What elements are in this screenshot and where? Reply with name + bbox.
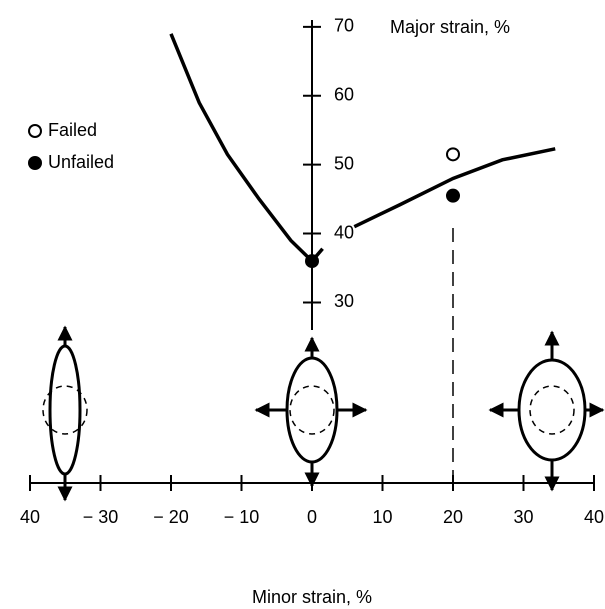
legend-label: Failed <box>48 120 97 140</box>
x-tick-label: 40 <box>584 507 604 527</box>
x-tick-label: 30 <box>513 507 533 527</box>
x-tick-label: 20 <box>443 507 463 527</box>
legend-marker <box>28 156 42 170</box>
legend-label: Unfailed <box>48 152 114 172</box>
data-point <box>305 254 319 269</box>
x-tick-label: − 20 <box>153 507 189 527</box>
strain-diagram-right <box>488 330 605 492</box>
legend-marker <box>28 124 42 138</box>
x-axis-label: Minor strain, % <box>252 587 372 607</box>
x-tick-label: − 10 <box>224 507 260 527</box>
x-tick-label: 10 <box>372 507 392 527</box>
strain-diagram-center <box>254 336 368 488</box>
data-point <box>446 147 460 162</box>
x-tick-label: 40 <box>20 507 40 527</box>
data-point <box>446 188 460 203</box>
limit-curve <box>169 33 556 264</box>
y-tick-label: 40 <box>334 222 354 242</box>
y-tick-label: 70 <box>334 16 354 36</box>
strain-diagram-left <box>42 325 88 502</box>
y-tick-label: 30 <box>334 291 354 311</box>
x-tick-label: 0 <box>307 507 317 527</box>
y-axis-label: Major strain, % <box>390 17 510 37</box>
y-tick-label: 50 <box>334 153 354 173</box>
x-tick-label: − 30 <box>83 507 119 527</box>
y-tick-label: 60 <box>334 85 354 105</box>
